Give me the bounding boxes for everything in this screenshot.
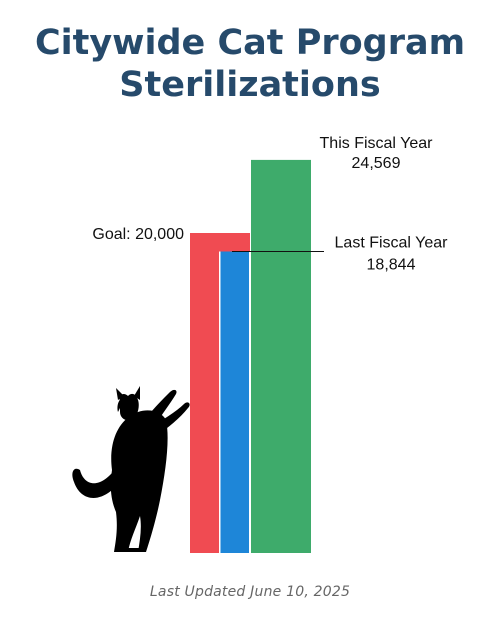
bar-last-fiscal-year [220, 251, 250, 553]
last-fiscal-year-value: 18,844 [367, 256, 416, 273]
this-fiscal-year-label: This Fiscal Year [320, 135, 434, 152]
cat-silhouette-icon [72, 386, 190, 552]
bar-separator [249, 251, 251, 553]
title-line-2: Sterilizations [119, 65, 381, 105]
title-line-1: Citywide Cat Program [34, 23, 466, 63]
chart-title: Citywide Cat Program Sterilizations [0, 22, 500, 106]
last-updated: Last Updated June 10, 2025 [149, 584, 351, 600]
bar-separator [219, 251, 221, 553]
last-fiscal-year-label: Last Fiscal Year [335, 234, 449, 251]
this-fiscal-year-value: 24,569 [352, 155, 401, 172]
bar-this-fiscal-year [251, 159, 311, 553]
labels-group: Goal: 20,000 This Fiscal Year 24,569 Last F… [92, 135, 448, 274]
bars-group [190, 159, 311, 553]
goal-label: Goal: 20,000 [92, 226, 184, 243]
